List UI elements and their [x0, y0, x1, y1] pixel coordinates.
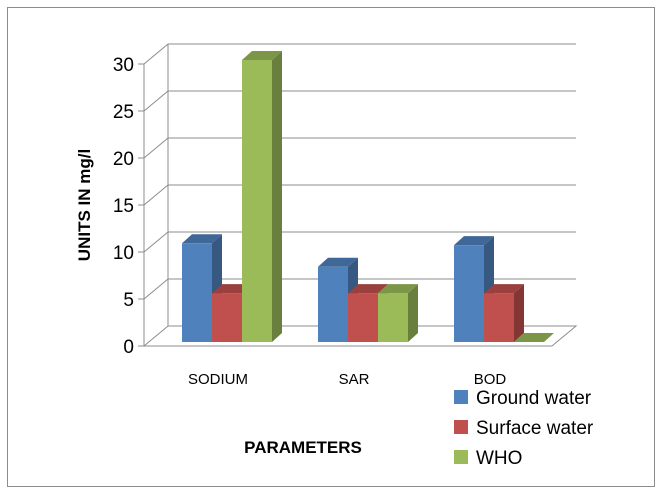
gridline-side	[143, 231, 169, 253]
bar-front	[212, 293, 242, 342]
bar-top	[454, 236, 494, 246]
bar-top	[348, 284, 388, 294]
y-tick-label: 20	[113, 149, 134, 170]
bars	[182, 51, 554, 342]
bar-front	[454, 245, 484, 342]
bar-front	[318, 266, 348, 342]
bar-who-sodium	[242, 51, 282, 342]
bar-front	[348, 293, 378, 342]
y-tick-label: 30	[113, 55, 134, 76]
legend-swatch	[454, 420, 468, 434]
x-tick-label: SAR	[339, 371, 370, 388]
legend: Ground water Surface water WHO	[454, 388, 594, 469]
bar-front	[484, 293, 514, 342]
x-tick-label: BOD	[474, 371, 507, 388]
chart-frame	[7, 7, 655, 487]
y-tick-label: 0	[123, 337, 134, 358]
bar-side	[272, 51, 282, 342]
legend-swatch	[454, 450, 468, 464]
y-tick-label: 25	[113, 102, 134, 123]
bar-who-bod	[514, 333, 554, 342]
legend-swatch	[454, 390, 468, 404]
x-tick-labels: SODIUM SAR BOD	[188, 371, 506, 388]
y-tick-label: 5	[123, 290, 134, 311]
gridline-side	[143, 184, 169, 206]
y-tick-label: 15	[113, 196, 134, 217]
gridline-side	[143, 43, 169, 65]
bar-front	[182, 243, 212, 342]
bar-top	[484, 284, 524, 294]
legend-label: Surface water	[476, 418, 594, 439]
bar-surface-water-bod	[484, 284, 524, 342]
y-axis-title: UNITS IN mg/l	[75, 149, 94, 261]
y-tick-labels: 0 5 10 15 20 25 30	[113, 55, 134, 358]
x-tick-label: SODIUM	[188, 371, 248, 388]
legend-label: WHO	[476, 448, 522, 469]
bar-side	[514, 284, 524, 342]
gridlines	[138, 43, 576, 347]
gridline-side	[143, 278, 169, 300]
gridline-side	[143, 90, 169, 112]
bar-top	[182, 234, 222, 244]
bar-who-sar	[378, 284, 418, 342]
bar-front	[242, 60, 272, 342]
bar-top	[318, 257, 358, 267]
y-tick-label: 10	[113, 243, 134, 264]
bar-side	[408, 284, 418, 342]
x-axis-title: PARAMETERS	[244, 438, 362, 457]
bar-top	[514, 333, 554, 342]
legend-label: Ground water	[476, 388, 592, 409]
bar-front	[378, 293, 408, 342]
bar-top	[378, 284, 418, 294]
gridline-side	[143, 137, 169, 159]
bar-top	[242, 51, 282, 60]
